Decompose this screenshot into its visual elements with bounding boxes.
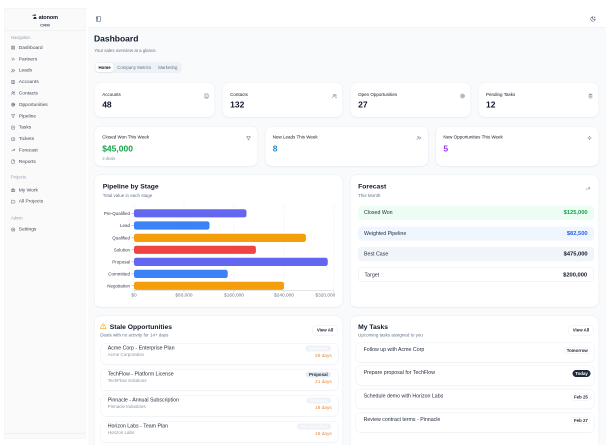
svg-text:Negotiation: Negotiation	[108, 284, 131, 289]
svg-text:Proposal: Proposal	[112, 260, 130, 265]
svg-text:$160,000: $160,000	[224, 292, 244, 298]
svg-text:Pre-Qualified: Pre-Qualified	[104, 211, 131, 216]
svg-text:Solution: Solution	[114, 248, 131, 253]
svg-text:$80,000: $80,000	[176, 292, 193, 298]
svg-text:Qualified: Qualified	[112, 236, 130, 241]
svg-text:$240,000: $240,000	[274, 292, 294, 298]
svg-text:Lead: Lead	[120, 223, 130, 228]
svg-text:$0: $0	[132, 292, 138, 298]
svg-text:$320,000: $320,000	[316, 292, 336, 298]
svg-text:Committed: Committed	[109, 272, 131, 277]
